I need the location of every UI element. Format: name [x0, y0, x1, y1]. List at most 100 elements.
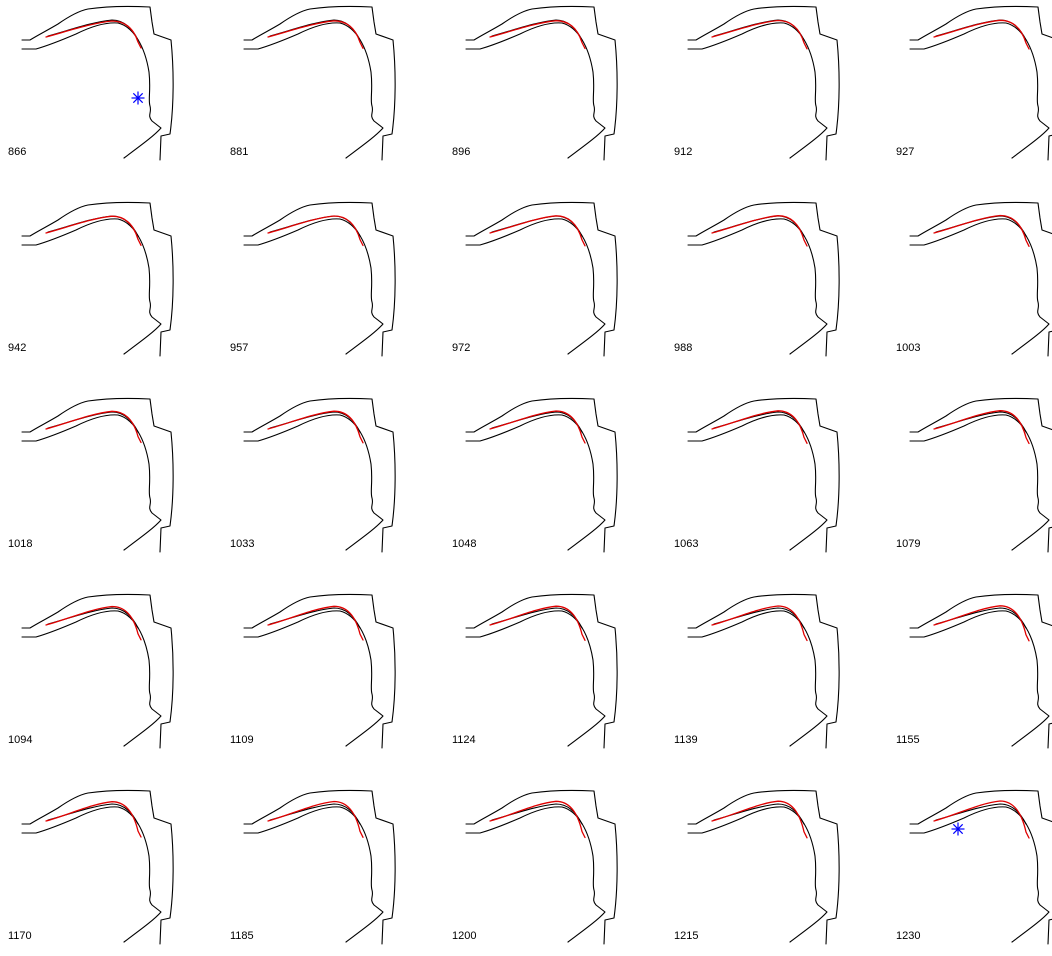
frame-panel: 1033 [230, 397, 396, 553]
upper-tract-outline [687, 201, 840, 357]
frame-number-label: 1155 [896, 734, 920, 746]
frame-number-label: 1063 [674, 538, 698, 550]
lower-tract-outline [687, 414, 828, 551]
upper-tract-outline [687, 5, 840, 161]
frame-panel: 912 [674, 5, 840, 161]
upper-tract-outline [21, 201, 174, 357]
asterisk-icon [951, 822, 965, 836]
upper-tract-outline [243, 201, 396, 357]
frame-number-label: 881 [230, 146, 248, 158]
lower-tract-outline [909, 610, 1050, 747]
tongue-contour-trace [933, 800, 1030, 839]
tongue-contour-trace [489, 410, 586, 444]
lower-tract-outline [21, 414, 162, 551]
frame-panel: 942 [8, 201, 174, 357]
tongue-contour-trace [489, 800, 586, 839]
upper-tract-outline [21, 397, 174, 553]
frame-panel: 957 [230, 201, 396, 357]
upper-tract-outline [465, 397, 618, 553]
lower-tract-outline [909, 218, 1050, 355]
tongue-contour-reference [713, 607, 805, 629]
frame-panel: 1230 [896, 789, 1052, 945]
frame-number-label: 1124 [452, 734, 476, 746]
lower-tract-outline [465, 22, 606, 159]
frame-panel: 1124 [452, 593, 618, 749]
frame-panel: 1094 [8, 593, 174, 749]
tongue-contour-reference [491, 607, 583, 629]
frame-number-label: 1079 [896, 538, 920, 550]
frame-panel: 1185 [230, 789, 396, 945]
tongue-contour-trace [711, 215, 808, 247]
tongue-contour-reference [269, 19, 361, 41]
lower-tract-outline [909, 22, 1050, 159]
lower-tract-outline [21, 610, 162, 747]
frame-panel: 1200 [452, 789, 618, 945]
frame-panel: 881 [230, 5, 396, 161]
frame-panel: 1048 [452, 397, 618, 553]
tongue-contour-trace [267, 800, 364, 838]
frame-number-label: 1048 [452, 538, 476, 550]
tongue-contour-trace [933, 214, 1030, 247]
frame-number-label: 1185 [230, 930, 254, 942]
upper-tract-outline [21, 789, 174, 945]
lower-tract-outline [243, 414, 384, 551]
tongue-contour-trace [267, 20, 364, 49]
upper-tract-outline [243, 397, 396, 553]
lower-tract-outline [465, 610, 606, 747]
tongue-contour-trace [45, 20, 142, 49]
frame-panel: 927 [896, 5, 1052, 161]
frames-layer: 866 881 896 912 927 942 957 972 988 1003 1018 1033 1… [8, 5, 1052, 945]
frame-panel: 1018 [8, 397, 174, 553]
frame-number-label: 1109 [230, 734, 254, 746]
tongue-contour-trace [933, 410, 1030, 445]
lower-tract-outline [243, 610, 384, 747]
upper-tract-outline [465, 593, 618, 749]
tongue-contour-reference [935, 803, 1027, 825]
tongue-contour-trace [711, 410, 808, 444]
upper-tract-outline [465, 201, 618, 357]
frame-number-label: 1033 [230, 538, 254, 550]
tongue-contour-trace [711, 800, 808, 839]
tongue-contour-trace [711, 19, 808, 50]
upper-tract-outline [687, 789, 840, 945]
tongue-contour-reference [935, 607, 1027, 629]
lower-tract-outline [465, 218, 606, 355]
frame-number-label: 896 [452, 146, 470, 158]
upper-tract-outline [243, 593, 396, 749]
frame-number-label: 988 [674, 342, 692, 354]
frame-number-label: 972 [452, 342, 470, 354]
frame-number-label: 866 [8, 146, 26, 158]
lower-tract-outline [243, 22, 384, 159]
lower-tract-outline [243, 218, 384, 355]
frame-number-label: 1215 [674, 930, 698, 942]
tongue-contour-trace [45, 605, 142, 641]
frame-number-label: 927 [896, 146, 914, 158]
lower-tract-outline [687, 806, 828, 943]
lower-tract-outline [21, 218, 162, 355]
asterisk-icon [131, 91, 145, 105]
upper-tract-outline [909, 5, 1052, 161]
frame-panel: 972 [452, 201, 618, 357]
frame-panel: 1079 [896, 397, 1052, 553]
tongue-contour-trace [933, 19, 1030, 50]
frame-number-label: 1170 [8, 930, 32, 942]
frame-number-label: 1018 [8, 538, 32, 550]
frame-panel: 1215 [674, 789, 840, 945]
frame-panel: 1139 [674, 593, 840, 749]
tongue-contour-trace [267, 605, 364, 641]
upper-tract-outline [909, 397, 1052, 553]
lower-tract-outline [687, 610, 828, 747]
lower-tract-outline [465, 414, 606, 551]
lower-tract-outline [21, 22, 162, 159]
frame-number-label: 957 [230, 342, 248, 354]
tongue-contour-trace [489, 215, 586, 247]
frame-number-label: 1139 [674, 734, 698, 746]
upper-tract-outline [21, 593, 174, 749]
tongue-contour-reference [491, 803, 583, 825]
tongue-contour-trace [489, 605, 586, 641]
frame-panel: 1109 [230, 593, 396, 749]
upper-tract-outline [909, 593, 1052, 749]
upper-tract-outline [465, 789, 618, 945]
lower-tract-outline [243, 806, 384, 943]
tongue-contour-reference [47, 19, 139, 41]
